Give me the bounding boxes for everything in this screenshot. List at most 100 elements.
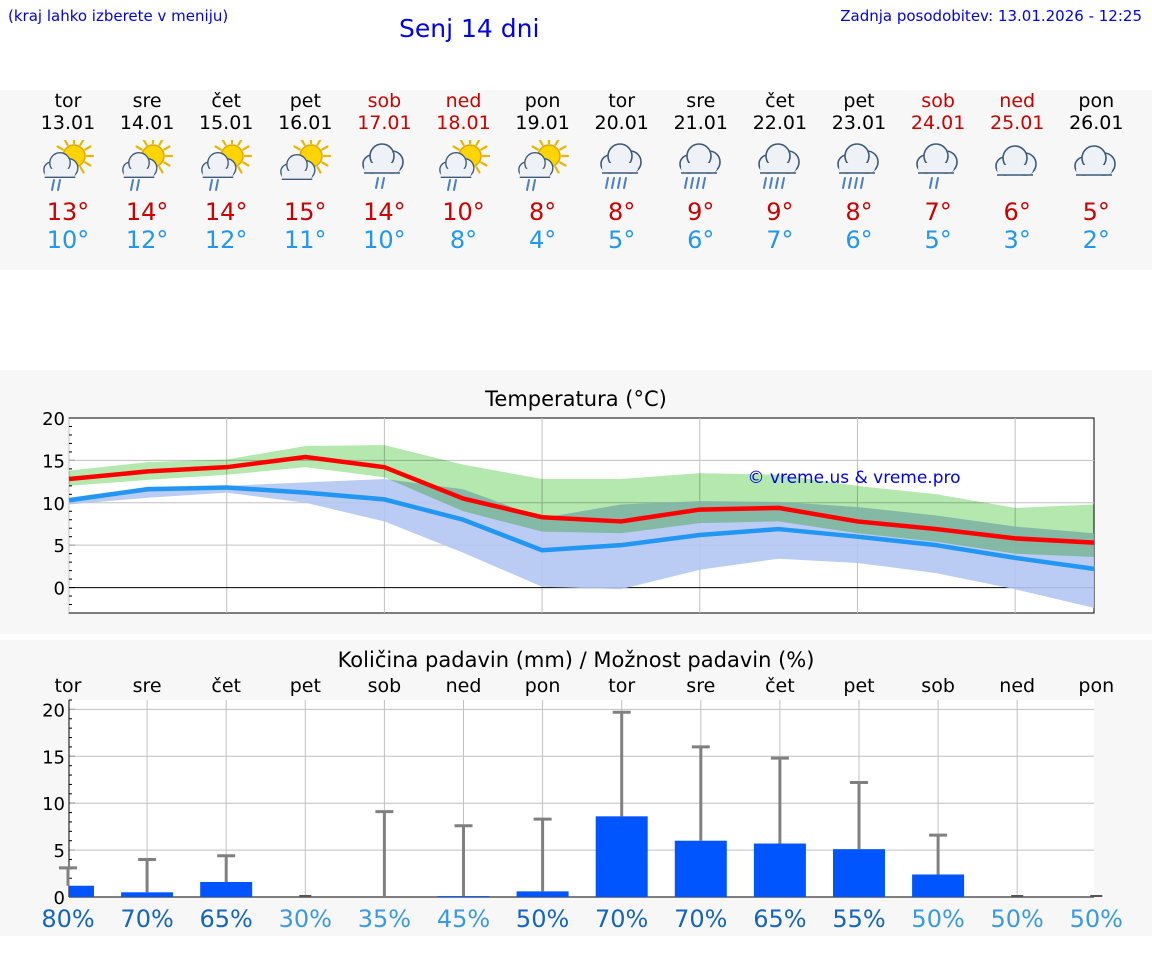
rain-drop bbox=[780, 177, 785, 189]
day-date: 14.01 bbox=[119, 112, 175, 134]
day-label: ned bbox=[999, 675, 1035, 697]
min-temperature: 12° bbox=[125, 226, 169, 254]
max-band-group bbox=[69, 445, 1094, 558]
cloud-rain-icon bbox=[910, 140, 966, 196]
cloud-shape bbox=[362, 143, 405, 174]
max-temperature: 8° bbox=[528, 198, 557, 226]
max-temperature: 10° bbox=[442, 198, 485, 226]
rain-drop bbox=[130, 179, 135, 191]
rain-drop bbox=[854, 177, 858, 189]
precipitation-probability: 70% bbox=[120, 905, 173, 933]
rain-drop bbox=[136, 179, 141, 191]
day-column: ned 18.01 10° 8° bbox=[424, 90, 504, 270]
sun-ray bbox=[553, 138, 560, 146]
min-temperature: 12° bbox=[204, 226, 248, 254]
weather-icon-graphic bbox=[438, 135, 490, 191]
day-date: 16.01 bbox=[278, 112, 333, 134]
rain-drop bbox=[929, 177, 934, 189]
day-date: 15.01 bbox=[198, 112, 254, 134]
day-label: pon bbox=[525, 675, 561, 697]
last-update: Zadnja posodobitev: 13.01.2026 - 12:25 bbox=[840, 7, 1142, 25]
weather-icon-graphic bbox=[758, 143, 800, 189]
sun-ray bbox=[458, 138, 465, 146]
cloud-heavy-rain-icon bbox=[831, 140, 887, 196]
max-temperature: 8° bbox=[845, 198, 873, 226]
day-column: tor 20.01 8° 5° bbox=[582, 90, 662, 270]
sun-cloud-rain-icon bbox=[119, 135, 175, 196]
day-date: 19.01 bbox=[515, 112, 570, 134]
day-name: pon bbox=[524, 90, 561, 112]
max-temperature: 9° bbox=[766, 198, 794, 226]
y-tick-label: 20 bbox=[42, 409, 65, 430]
weather-icon-graphic bbox=[1074, 145, 1117, 176]
max-temperature: 15° bbox=[284, 198, 327, 226]
day-name: sob bbox=[367, 90, 402, 112]
cloud-shape bbox=[122, 152, 158, 179]
max-temperature: 14° bbox=[204, 198, 248, 226]
sun-cloud-rain-icon bbox=[40, 135, 96, 196]
day-date: 24.01 bbox=[910, 112, 966, 134]
icon-group bbox=[837, 143, 879, 189]
day-column: tor 13.01 13° 10° bbox=[28, 90, 108, 270]
max-temperature-line bbox=[68, 454, 1095, 545]
day-label: sob bbox=[921, 675, 955, 697]
cloud-shape bbox=[438, 152, 475, 179]
day-name: čet bbox=[211, 90, 241, 112]
day-date: 21.01 bbox=[673, 112, 728, 134]
weather-icon-graphic bbox=[599, 143, 642, 189]
rain-drop bbox=[774, 177, 779, 189]
day-date: 17.01 bbox=[357, 112, 412, 134]
y-tick-label: 5 bbox=[54, 536, 65, 557]
day-label: pet bbox=[843, 675, 874, 697]
day-name: pet bbox=[843, 90, 875, 112]
cloud-base bbox=[519, 168, 550, 178]
cloud-shape bbox=[758, 143, 800, 174]
day-column: sre 14.01 14° 12° bbox=[107, 90, 187, 270]
rain-drop bbox=[57, 179, 61, 191]
precipitation-probability: 50% bbox=[991, 905, 1044, 933]
weather-icon-graphic bbox=[122, 135, 174, 191]
weather-icon-graphic bbox=[517, 135, 569, 191]
sun-ray bbox=[79, 138, 85, 146]
min-temperature: 6° bbox=[845, 226, 873, 254]
sun-ray bbox=[158, 138, 164, 146]
sun-ray bbox=[479, 145, 488, 151]
sun-ray bbox=[321, 145, 329, 151]
rain-drop bbox=[689, 177, 694, 189]
min-temperature: 10° bbox=[363, 226, 406, 254]
rain-drop bbox=[622, 177, 627, 189]
sun-ray bbox=[163, 145, 171, 151]
day-label: sre bbox=[686, 675, 715, 697]
rain-drop bbox=[768, 177, 773, 189]
cloud-icon bbox=[989, 140, 1045, 196]
precipitation-probability: 55% bbox=[832, 905, 885, 933]
sun-cloud-rain-icon bbox=[436, 135, 492, 196]
icon-group bbox=[43, 135, 95, 191]
weather-icon-graphic bbox=[678, 143, 721, 189]
day-column: pet 16.01 15° 11° bbox=[265, 90, 345, 270]
cloud-base bbox=[997, 165, 1034, 175]
y-tick-label: 10 bbox=[42, 494, 65, 515]
rain-drop bbox=[375, 177, 380, 189]
rain-drop bbox=[695, 177, 700, 189]
min-temperature: 2° bbox=[1082, 226, 1110, 254]
sun-ray bbox=[163, 161, 171, 167]
page-title: Senj 14 dni bbox=[399, 14, 540, 43]
rain-drop bbox=[215, 179, 220, 191]
rain-drop bbox=[531, 179, 536, 191]
day-column: sre 21.01 9° 6° bbox=[661, 90, 741, 270]
rain-drop bbox=[209, 179, 214, 191]
max-temperature: 5° bbox=[1082, 198, 1110, 226]
day-column: sob 17.01 14° 10° bbox=[344, 90, 424, 270]
day-column: sob 24.01 7° 5° bbox=[898, 90, 978, 270]
day-column: pon 26.01 5° 2° bbox=[1056, 90, 1136, 270]
rain-drop bbox=[525, 179, 530, 191]
icon-group bbox=[122, 135, 174, 191]
day-label: ned bbox=[446, 675, 482, 697]
day-name: tor bbox=[608, 90, 636, 112]
rain-drop bbox=[604, 177, 609, 189]
day-label: pet bbox=[290, 675, 321, 697]
weather-icon-graphic bbox=[43, 135, 95, 191]
min-temperature: 10° bbox=[46, 226, 90, 254]
y-tick-label: 15 bbox=[42, 747, 65, 768]
